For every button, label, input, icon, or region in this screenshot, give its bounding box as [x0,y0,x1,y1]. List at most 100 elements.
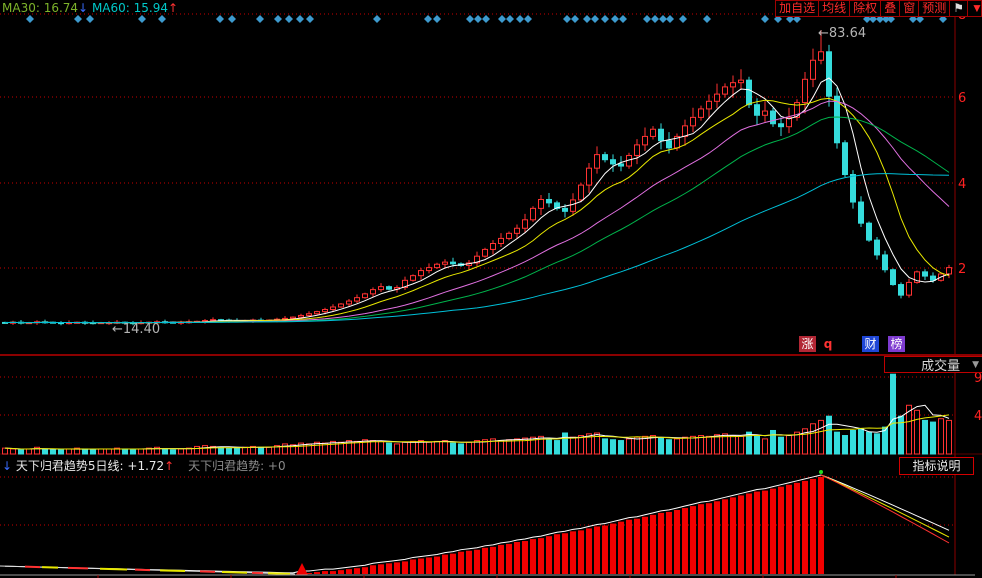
badge-finance[interactable]: 财 [862,336,879,352]
candle [754,104,760,116]
candle [586,167,592,186]
candle [770,110,776,125]
diamond-marker [793,15,801,23]
indicator-bar [418,558,424,574]
volume-bar [778,436,784,455]
window-button[interactable]: 窗 [899,0,920,17]
diamond-marker [274,15,282,23]
candle [434,263,440,269]
diamond-marker [506,15,514,23]
ex-rights-button[interactable]: 除权 [849,0,882,17]
volume-bar [834,431,840,455]
diamond-marker [679,15,687,23]
volume-bar [74,447,80,455]
indicator-bar [594,526,600,574]
candle [882,254,888,271]
add-watchlist-button[interactable]: 加自选 [775,0,820,17]
indicator-bar [498,544,504,574]
candle [426,267,432,272]
candle [634,144,640,156]
overlay-button[interactable]: 叠 [880,0,901,17]
diamond-marker [887,15,895,23]
candle [594,154,600,169]
volume-indicator-dropdown[interactable]: 成交量 ▼ [884,356,982,374]
volume-bar [90,449,96,455]
indicator-bar [530,539,536,574]
volume-bar [290,444,296,455]
volume-bar [194,445,200,455]
forecast-button[interactable]: 预测 [918,0,951,17]
volume-bar [674,438,680,455]
volume-bar [442,440,448,455]
diamond-marker [583,15,591,23]
indicator-bar [514,541,520,574]
axis-label: 6 [958,91,966,106]
volume-bar [466,441,472,455]
candle [690,116,696,127]
diamond-marker [666,15,674,23]
candle [522,219,528,229]
ma30-legend-value: MA30: 16.74 [2,1,79,15]
ma-line [4,77,950,324]
volume-bar [530,436,536,455]
diamond-marker [916,15,924,23]
indicator-bar [314,572,320,574]
indicator-bar [626,519,632,574]
volume-bar [218,446,224,455]
candle [722,86,728,95]
indicator-dash [221,571,248,574]
volume-bar [58,449,64,455]
indicator-bar [482,547,488,574]
flag-icon[interactable]: ⚑ [949,0,968,17]
indicator-help-button[interactable]: 指标说明 [899,457,974,475]
candle [482,248,488,257]
volume-bar [370,440,376,455]
indicator-bar [466,550,472,574]
candle [874,239,880,256]
candle [546,198,552,204]
indicator-bar [650,514,656,574]
indicator-bar [322,571,328,574]
axis-label: 9 [974,371,982,386]
volume-bar [138,448,144,455]
volume-bar [858,428,864,455]
volume-bar [946,419,952,455]
candle [538,198,544,209]
ma-lines-button[interactable]: 均线 [818,0,851,17]
volume-bar [650,435,656,455]
indicator-bar [402,561,408,574]
volume-bar [682,436,688,455]
volume-bar [346,440,352,455]
diamond-marker [863,15,871,23]
volume-bar [714,434,720,455]
candle [906,281,912,296]
volume-bar [162,448,168,455]
badge-rise[interactable]: 涨 [799,336,816,352]
volume-bar [498,440,504,455]
badge-q[interactable]: q [823,337,833,351]
candle [338,303,344,308]
diamond-marker [761,15,769,23]
indicator-bar [698,504,704,574]
indicator-bar [370,565,376,574]
volume-bar [434,440,440,455]
candle [802,78,808,104]
diamond-marker [306,15,314,23]
chevron-down-icon[interactable]: ▼ [967,0,982,17]
indicator-bar [666,511,672,574]
candle [554,202,560,209]
indicator-bar [354,568,360,574]
candle [418,270,424,277]
volume-bar [922,419,928,455]
up-arrow-icon: ↑ [167,1,179,15]
indicator-bar [634,518,640,574]
candle [850,174,856,203]
indicator-bar [762,490,768,574]
badge-ranking[interactable]: 榜 [888,336,905,352]
volume-bar [274,445,280,455]
indicator-bar [706,503,712,574]
candle [898,284,904,296]
candle [762,110,768,116]
volume-bar [402,441,408,455]
candle [298,314,304,318]
